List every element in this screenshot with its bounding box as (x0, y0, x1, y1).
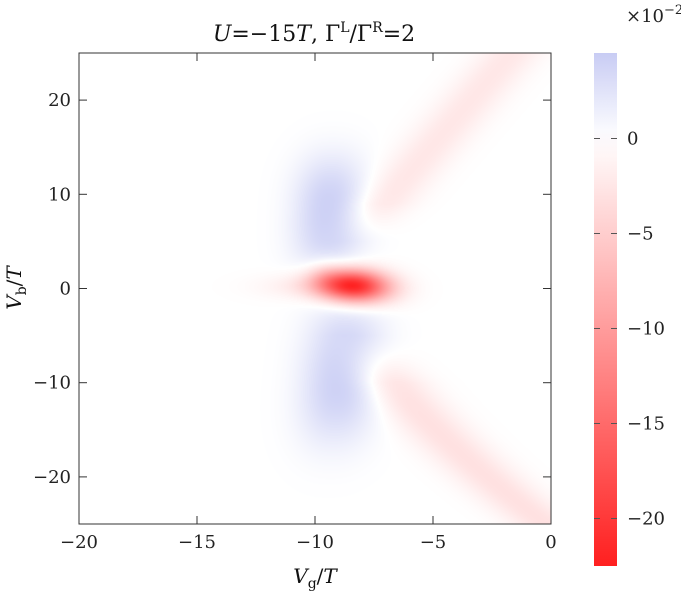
colorbar-ticks: 0 −5 −10 −15 −20 (594, 129, 665, 530)
colorbar-tick-label: −15 (627, 414, 665, 435)
colorbar-tick-label: 0 (627, 129, 638, 150)
colorbar-tick-label: −5 (627, 224, 654, 245)
y-tick-label: 20 (48, 90, 71, 111)
x-tick-label: 0 (545, 532, 556, 553)
colorbar-tick-label: −10 (627, 319, 665, 340)
y-axis-ticks: 20 10 0 −10 −20 (33, 90, 551, 488)
heatmap-image (79, 53, 551, 524)
x-axis-ticks: −20 −15 −10 −5 0 (60, 53, 557, 553)
y-tick-label: −20 (33, 467, 71, 488)
x-tick-label: −5 (420, 532, 447, 553)
y-axis-label: Vb/T (2, 265, 30, 310)
x-tick-label: −20 (60, 532, 98, 553)
x-tick-label: −15 (178, 532, 216, 553)
x-tick-label: −10 (296, 532, 334, 553)
y-tick-label: 10 (48, 184, 71, 205)
y-tick-label: −10 (33, 373, 71, 394)
colorbar (594, 53, 617, 566)
colorbar-tick-label: −20 (627, 509, 665, 530)
y-tick-label: 0 (60, 279, 71, 300)
chart-title: U=−15T, ΓL/ΓR=2 (213, 20, 415, 47)
x-axis-label: Vg/T (293, 564, 338, 592)
colorbar-multiplier: ×10−2 (626, 3, 681, 27)
